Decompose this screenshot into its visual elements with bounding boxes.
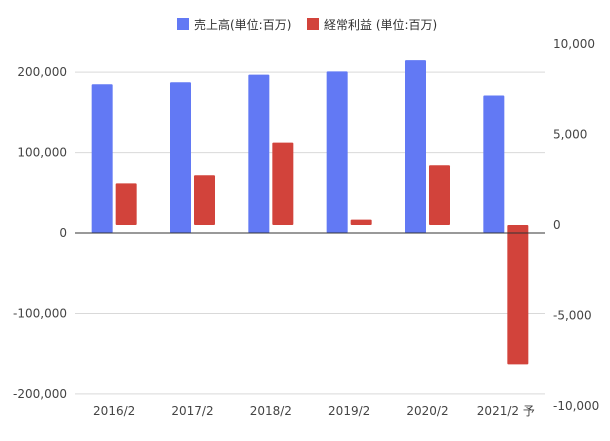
- bar-profit-2017-2: [194, 175, 215, 225]
- bar-profit-2018-2: [272, 142, 294, 225]
- legend-label-sales: 売上高(単位:百万): [194, 17, 291, 32]
- bar-sales-2020-2: [405, 60, 426, 234]
- bar-sales-2016-2: [91, 84, 113, 234]
- legend-swatch-sales: [177, 18, 189, 30]
- x-tick-label: 2018/2: [250, 404, 292, 418]
- bar-sales-2018-2: [248, 74, 270, 234]
- bars: [91, 60, 529, 365]
- right-tick-label: 5,000: [553, 128, 587, 142]
- bar-profit-2020-2: [429, 165, 450, 225]
- left-axis-ticks: 200,000 100,000 0 -100,000 -200,000: [13, 65, 67, 401]
- right-tick-label: 0: [553, 218, 561, 232]
- x-tick-label: 2017/2: [171, 404, 213, 418]
- bar-profit-2019-2: [350, 219, 372, 225]
- legend: 売上高(単位:百万) 経常利益 (単位:百万): [177, 17, 437, 32]
- left-tick-label: 200,000: [17, 65, 67, 79]
- left-tick-label: -200,000: [13, 387, 67, 401]
- right-tick-label: -5,000: [553, 309, 592, 323]
- x-tick-label: 2019/2: [328, 404, 370, 418]
- left-tick-label: 100,000: [17, 146, 67, 160]
- legend-label-profit: 経常利益 (単位:百万): [324, 17, 437, 32]
- bar-sales-2017-2: [170, 82, 191, 234]
- x-tick-label: 2021/2 予: [477, 404, 535, 418]
- left-tick-label: -100,000: [13, 306, 67, 320]
- x-tick-label: 2020/2: [406, 404, 448, 418]
- right-tick-label: 10,000: [553, 37, 595, 51]
- legend-swatch-profit: [307, 18, 319, 30]
- bar-profit-2016-2: [115, 183, 137, 225]
- gridlines: [75, 71, 545, 395]
- x-tick-label: 2016/2: [93, 404, 135, 418]
- bar-sales-2019-2: [326, 71, 348, 234]
- right-tick-label: -10,000: [553, 399, 599, 413]
- x-axis-ticks: 2016/2 2017/2 2018/2 2019/2 2020/2 2021/2 予: [93, 404, 535, 418]
- right-axis-ticks: 10,000 5,000 0 -5,000 -10,000: [553, 37, 599, 413]
- left-tick-label: 0: [59, 226, 67, 240]
- bar-sales-2021-2: [483, 95, 505, 234]
- bar-profit-2021-2: [507, 225, 529, 365]
